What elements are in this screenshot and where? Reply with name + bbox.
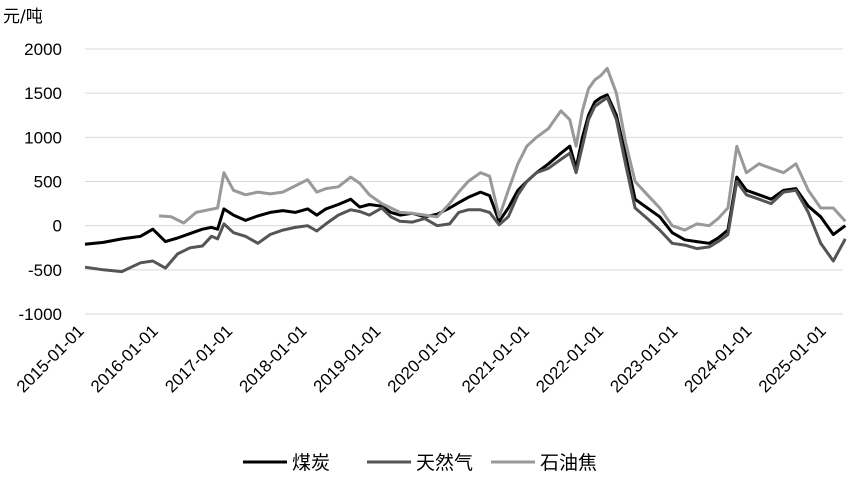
series-lines	[84, 66, 847, 274]
x-axis-tick-labels: 2015-01-01 2016-01-01 2017-01-01 2018-01-01…	[13, 321, 830, 396]
y-tick-label: 0	[53, 217, 62, 236]
y-tick-label: 1500	[24, 84, 62, 103]
legend-entry: 天然气	[416, 452, 473, 474]
legend: 煤炭 天然气 石油焦	[243, 452, 597, 474]
series-line-0	[84, 93, 847, 246]
x-tick-label: 2020-01-01	[384, 321, 459, 396]
y-tick-label: -1000	[19, 305, 62, 324]
legend-entry: 煤炭	[292, 452, 330, 474]
y-tick-label: 500	[34, 173, 62, 192]
x-tick-label: 2025-01-01	[755, 321, 830, 396]
x-tick-label: 2017-01-01	[161, 321, 236, 396]
x-tick-label: 2024-01-01	[681, 321, 756, 396]
y-tick-label: 2000	[24, 40, 62, 59]
x-tick-label: 2015-01-01	[13, 321, 88, 396]
x-tick-label: 2022-01-01	[532, 321, 607, 396]
y-axis-unit-label: 元/吨	[3, 7, 43, 27]
x-tick-label: 2019-01-01	[310, 321, 385, 396]
x-tick-label: 2018-01-01	[236, 321, 311, 396]
legend-entry: 石油焦	[540, 452, 597, 474]
x-tick-label: 2021-01-01	[458, 321, 533, 396]
series-line-1	[84, 96, 847, 274]
x-tick-label: 2023-01-01	[606, 321, 681, 396]
series-line-2	[158, 66, 847, 232]
gridlines	[85, 48, 843, 315]
y-tick-label: -500	[28, 261, 62, 280]
y-axis-tick-labels: -1000 -500 0 500 1000 1500 2000	[19, 40, 62, 324]
y-tick-label: 1000	[24, 128, 62, 147]
x-tick-label: 2016-01-01	[87, 321, 162, 396]
